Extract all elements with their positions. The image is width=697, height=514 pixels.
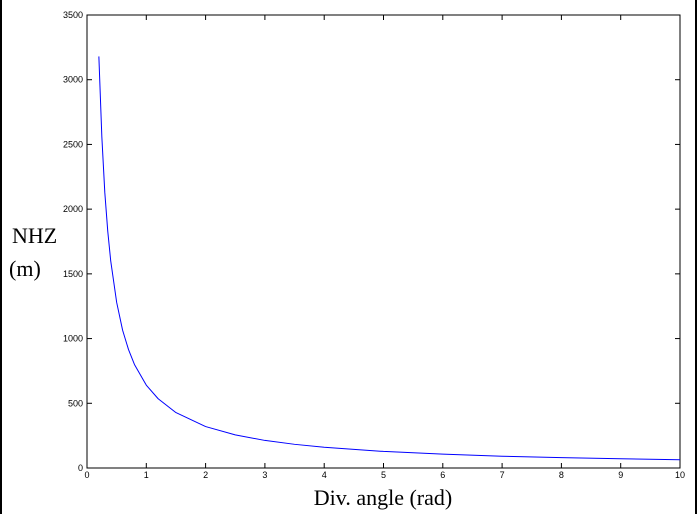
- x-tick-label-7: 7: [500, 470, 505, 480]
- x-tick-label-9: 9: [618, 470, 623, 480]
- x-axis-ticks: 0 1 2 3 4 5 6 7 8 9 10: [84, 15, 685, 480]
- x-tick-label-6: 6: [440, 470, 445, 480]
- series-layer: [98, 56, 681, 461]
- y-tick-label-7: 3500: [63, 10, 83, 20]
- x-tick-label-5: 5: [381, 470, 386, 480]
- series-line-0: [98, 56, 681, 461]
- x-tick-label-0: 0: [84, 470, 89, 480]
- x-tick-label-4: 4: [322, 470, 327, 480]
- x-tick-label-3: 3: [262, 470, 267, 480]
- x-tick-label-1: 1: [144, 470, 149, 480]
- y-axis-label-line-2: (m): [9, 256, 41, 281]
- plot-area: [86, 14, 681, 469]
- y-tick-label-2: 1000: [63, 334, 83, 344]
- y-tick-label-1: 500: [68, 398, 83, 408]
- y-axis-ticks: 0 500 1000 1500 2000 2500 3000 3500: [63, 10, 680, 473]
- y-tick-label-3: 1500: [63, 269, 83, 279]
- y-tick-label-5: 2500: [63, 139, 83, 149]
- y-tick-label-0: 0: [78, 463, 83, 473]
- y-axis-label-line-1: NHZ: [12, 223, 57, 248]
- x-tick-label-2: 2: [203, 470, 208, 480]
- y-tick-label-6: 3000: [63, 75, 83, 85]
- x-tick-label-8: 8: [559, 470, 564, 480]
- x-tick-label-10: 10: [675, 470, 685, 480]
- x-axis-label: Div. angle (rad): [314, 485, 452, 510]
- y-tick-label-4: 2000: [63, 204, 83, 214]
